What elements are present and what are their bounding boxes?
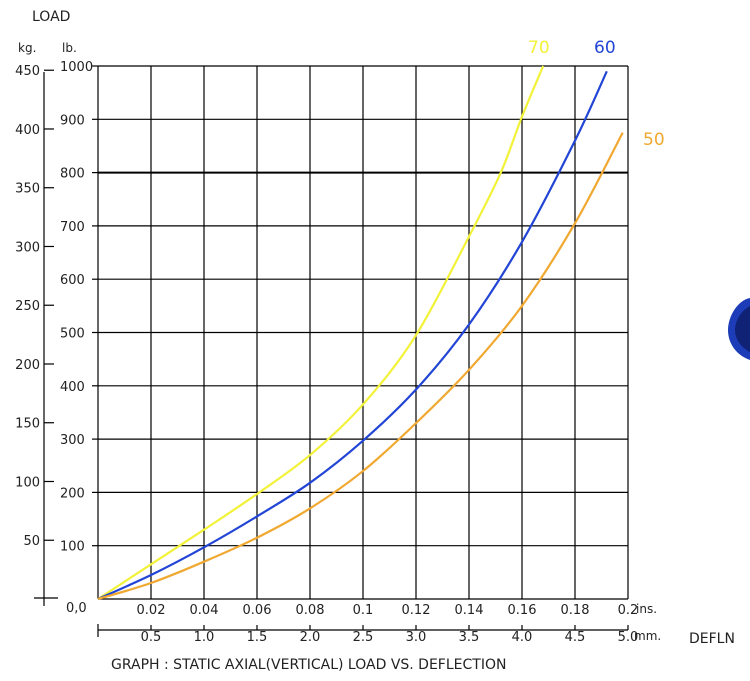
kg-tick-label: 400 (15, 123, 40, 138)
kg-tick-label: 350 (15, 182, 40, 197)
kg-tick-label: 50 (23, 534, 40, 549)
ins-tick-label: 0.1 (353, 603, 374, 618)
ins-tick-label: 0.14 (455, 603, 484, 618)
x-unit-mm: mm. (634, 629, 661, 643)
mm-tick-label: 4.5 (565, 630, 586, 645)
lb-tick-label: 100 (60, 540, 85, 555)
chart-title: GRAPH : STATIC AXIAL(VERTICAL) LOAD VS. … (111, 657, 506, 673)
y-axis-title: LOAD (32, 9, 70, 25)
mm-tick-label: 1.5 (247, 630, 268, 645)
mm-tick-label: 4.0 (512, 630, 533, 645)
ins-tick-label: 0.18 (561, 603, 590, 618)
mm-tick-label: 5.0 (618, 630, 639, 645)
lb-tick-label: 800 (60, 167, 85, 182)
series-line-50 (97, 132, 624, 601)
y-unit-kg: kg. (18, 41, 36, 55)
ins-tick-label: 0.08 (296, 603, 325, 618)
origin-label: 0,0 (66, 601, 87, 616)
y-unit-lb: lb. (62, 41, 77, 55)
mm-tick-label: 2.5 (353, 630, 374, 645)
kg-tick-label: 200 (15, 358, 40, 373)
mm-tick-label: 3.0 (406, 630, 427, 645)
lb-tick-label: 1000 (60, 60, 93, 75)
mm-tick-label: 2.0 (300, 630, 321, 645)
kg-tick-label: 250 (15, 299, 40, 314)
ins-tick-label: 0.04 (190, 603, 219, 618)
x-unit-ins: ins. (636, 602, 657, 616)
lb-tick-label: 400 (60, 380, 85, 395)
series: 70 60 50 (97, 38, 665, 601)
lb-tick-label: 500 (60, 327, 85, 342)
mm-tick-label: 1.0 (194, 630, 215, 645)
ins-tick-label: 0.02 (137, 603, 166, 618)
kg-tick-label: 300 (15, 240, 40, 255)
kg-tick-label: 150 (15, 417, 40, 432)
series-label-60: 60 (594, 38, 616, 58)
series-line-70 (97, 65, 545, 600)
series-line-60 (97, 70, 608, 601)
tick-labels: 50 100 150 200 250 300 350 400 450 100 200 300 400 50… (15, 60, 638, 645)
lb-tick-label: 900 (60, 113, 85, 128)
ins-tick-label: 0.06 (243, 603, 272, 618)
mm-tick-label: 0.5 (141, 630, 162, 645)
grid (98, 65, 629, 599)
series-label-70: 70 (528, 38, 550, 58)
lb-tick-label: 300 (60, 433, 85, 448)
ins-tick-label: 0.2 (618, 603, 639, 618)
x-axis-title: DEFLN (689, 631, 735, 647)
ins-tick-label: 0.16 (508, 603, 537, 618)
ins-tick-label: 0.12 (402, 603, 431, 618)
kg-tick-label: 450 (15, 64, 40, 79)
decorative-blue-shape-shadow (735, 306, 750, 352)
lb-tick-label: 200 (60, 486, 85, 501)
mm-tick-label: 3.5 (459, 630, 480, 645)
axes (34, 65, 629, 637)
series-label-50: 50 (643, 130, 665, 150)
kg-tick-label: 100 (15, 475, 40, 490)
lb-tick-label: 700 (60, 220, 85, 235)
lb-tick-label: 600 (60, 273, 85, 288)
